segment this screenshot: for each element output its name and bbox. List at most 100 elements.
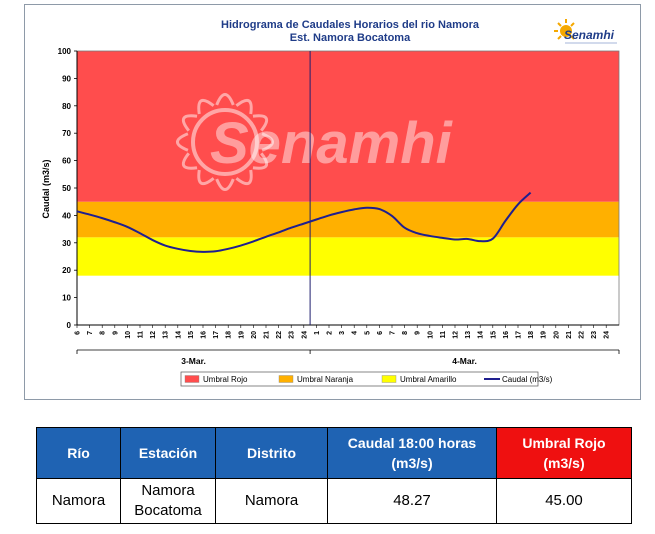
x-tick-label: 19: [541, 331, 548, 339]
x-tick-label: 22: [276, 331, 283, 339]
logo-text: Senamhi: [564, 28, 615, 42]
x-tick-label: 9: [112, 331, 119, 335]
y-tick-label: 100: [58, 47, 72, 56]
x-tick-label: 7: [87, 331, 94, 335]
legend-item: Umbral Rojo: [184, 375, 248, 384]
y-axis-label: Caudal (m3/s): [41, 159, 51, 218]
band-umbral-rojo: [77, 51, 619, 202]
legend: Umbral Rojo Umbral Naranja Umbral Amarillo…: [180, 371, 553, 387]
cell-distrito: Namora: [215, 478, 328, 524]
legend-label: Caudal (m3/s): [502, 375, 553, 384]
band-umbral-amarillo: [77, 237, 619, 276]
x-tick-label: 15: [490, 331, 497, 339]
legend-swatch: [381, 375, 397, 383]
x-tick-label: 14: [175, 331, 182, 339]
x-tick-label: 20: [553, 331, 560, 339]
chart-subtitle: Est. Namora Bocatoma: [290, 32, 411, 44]
x-tick-label: 7: [390, 331, 397, 335]
y-tick-label: 80: [62, 102, 71, 111]
chart-frame: Hidrograma de Caudales Horarios del rio …: [24, 4, 641, 400]
legend-label: Umbral Rojo: [203, 375, 248, 384]
legend-label: Umbral Amarillo: [400, 375, 457, 384]
x-tick-label: 10: [125, 331, 132, 339]
y-tick-label: 20: [62, 266, 71, 275]
x-tick-label: 19: [238, 331, 245, 339]
table-header-row: Río Estación Distrito Caudal 18:00 horas…: [36, 427, 632, 479]
x-tick-label: 4: [352, 331, 359, 335]
cell-umbral: 45.00: [496, 478, 632, 524]
x-tick-label: 16: [201, 331, 208, 339]
x-tick-label: 11: [440, 331, 447, 339]
x-tick-label: 21: [566, 331, 573, 339]
header-caudal-line2: (m3/s): [391, 455, 433, 471]
plot-area: [77, 51, 619, 325]
legend-item: Umbral Naranja: [278, 375, 354, 384]
x-tick-label: 22: [579, 331, 586, 339]
cell-rio: Namora: [36, 478, 121, 524]
x-tick-label: 16: [503, 331, 510, 339]
x-tick-label: 9: [415, 331, 422, 335]
y-tick-label: 40: [62, 211, 71, 220]
x-tick-label: 18: [528, 331, 535, 339]
x-tick-label: 24: [604, 331, 611, 339]
header-umbral-line2: (m3/s): [543, 455, 585, 471]
x-tick-label: 17: [213, 331, 220, 339]
y-tick-label: 70: [62, 129, 71, 138]
cell-estacion-line1: Namora: [141, 482, 195, 499]
watermark-sun-icon: [176, 93, 274, 191]
x-tick-label: 13: [163, 331, 170, 339]
y-tick-label: 90: [62, 74, 71, 83]
x-tick-label: 17: [516, 331, 523, 339]
x-tick-label: 10: [427, 331, 434, 339]
y-tick-label: 10: [62, 294, 71, 303]
series-line-caudal: [76, 191, 532, 253]
x-tick-label: 20: [251, 331, 258, 339]
day-label: 4-Mar.: [452, 356, 477, 366]
x-tick-label: 2: [327, 331, 334, 335]
x-tick-label: 12: [150, 331, 157, 339]
x-tick-label: 21: [264, 331, 271, 339]
header-umbral-line1: Umbral Rojo: [522, 435, 606, 451]
x-tick-label: 12: [453, 331, 460, 339]
cell-estacion-line2: Bocatoma: [134, 502, 202, 519]
header-estacion: Estación: [120, 427, 216, 479]
legend-swatch: [184, 375, 200, 383]
header-caudal: Caudal 18:00 horas (m3/s): [327, 427, 497, 479]
y-tick-label: 60: [62, 157, 71, 166]
chart-title: Hidrograma de Caudales Horarios del rio …: [221, 19, 480, 31]
x-tick-label: 3: [339, 331, 346, 335]
cell-caudal: 48.27: [327, 478, 497, 524]
header-caudal-line1: Caudal 18:00 horas: [347, 435, 477, 451]
band-umbral-naranja: [77, 201, 619, 238]
legend-swatch: [278, 375, 294, 383]
x-tick-label: 8: [100, 331, 107, 335]
legend-item: Umbral Amarillo: [381, 375, 457, 384]
x-tick-label: 13: [465, 331, 472, 339]
watermark-text: Senamhi: [210, 111, 454, 176]
legend-box: [180, 371, 539, 387]
senamhi-logo: Senamhi: [554, 19, 617, 44]
y-tick-label: 0: [67, 321, 72, 330]
x-tick-label: 6: [377, 331, 384, 335]
x-tick-label: 18: [226, 331, 233, 339]
y-tick-label: 30: [62, 239, 71, 248]
x-tick-label: 14: [478, 331, 485, 339]
info-table: Río Estación Distrito Caudal 18:00 horas…: [36, 427, 632, 524]
header-distrito: Distrito: [215, 427, 328, 479]
x-tick-label: 23: [289, 331, 296, 339]
header-rio: Río: [36, 427, 121, 479]
header-umbral-rojo: Umbral Rojo (m3/s): [496, 427, 632, 479]
axes: [74, 50, 620, 354]
x-tick-label: 6: [75, 331, 82, 335]
watermark: Senamhi: [176, 93, 454, 191]
x-tick-label: 1: [314, 331, 321, 335]
hydrograph-chart: Hidrograma de Caudales Horarios del rio …: [41, 19, 620, 387]
x-tick-label: 5: [364, 331, 371, 335]
cell-estacion: Namora Bocatoma: [120, 478, 216, 524]
legend-item: Caudal (m3/s): [484, 375, 553, 384]
x-tick-label: 24: [301, 331, 308, 339]
x-tick-label: 15: [188, 331, 195, 339]
y-tick-label: 50: [62, 184, 71, 193]
day-label: 3-Mar.: [181, 356, 206, 366]
